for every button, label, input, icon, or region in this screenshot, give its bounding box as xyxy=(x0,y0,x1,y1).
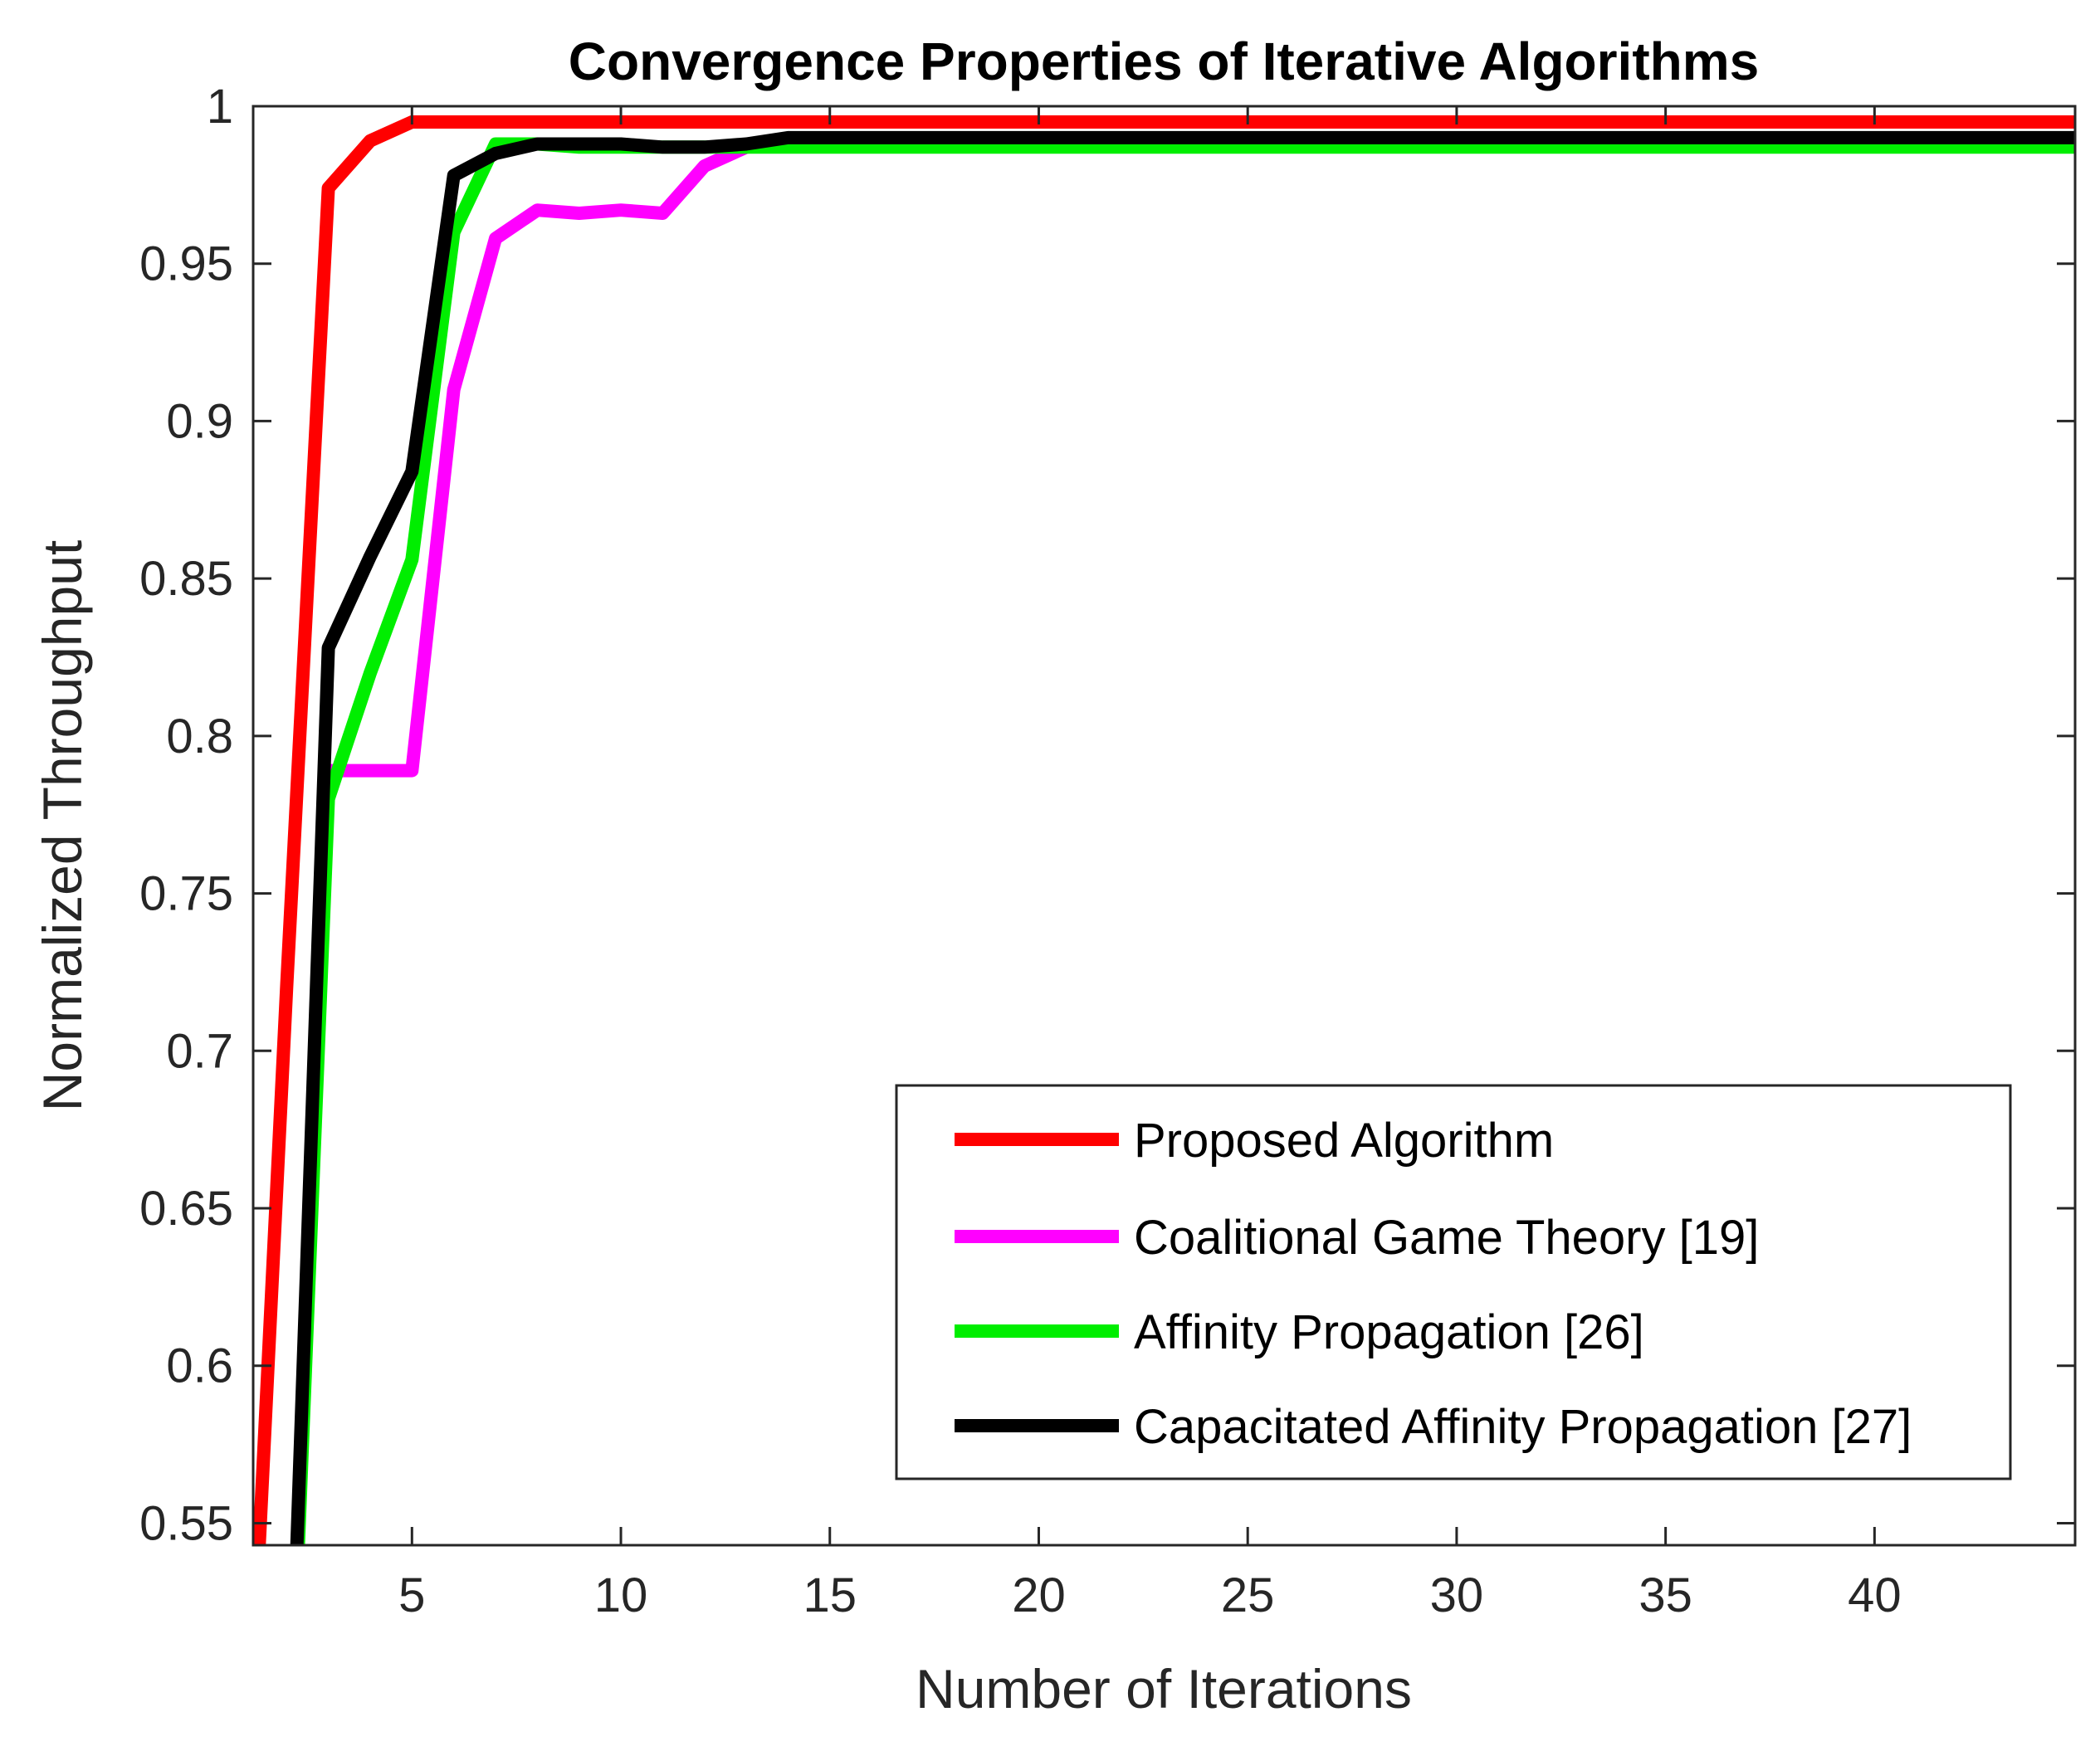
y-tick-label: 0.75 xyxy=(139,867,233,921)
y-tick-label: 0.8 xyxy=(166,710,233,763)
y-tick-label: 0.65 xyxy=(139,1182,233,1236)
legend-box xyxy=(895,1084,2012,1480)
y-tick-label: 1 xyxy=(207,80,233,134)
y-tick-label: 0.55 xyxy=(139,1496,233,1550)
legend-label-affinity: Affinity Propagation [26] xyxy=(1134,1305,1644,1359)
tick-layer: 5 10 15 20 25 30 35 40 0.55 0.6 0.65 0.7 0.75 0.8 0.85… xyxy=(139,80,2075,1622)
x-tick-label: 30 xyxy=(1430,1568,1484,1622)
legend-label-coalitional: Coalitional Game Theory [19] xyxy=(1134,1211,1759,1265)
y-tick-label: 0.7 xyxy=(166,1024,233,1078)
x-tick-label: 20 xyxy=(1012,1568,1066,1622)
series-layer xyxy=(253,115,2075,1545)
series-line-1 xyxy=(253,115,2075,1545)
x-tick-label: 25 xyxy=(1221,1568,1275,1622)
y-tick-label: 0.95 xyxy=(139,237,233,291)
legend-label-proposed: Proposed Algorithm xyxy=(1134,1114,1554,1168)
chart-title: Convergence Properties of Iterative Algo… xyxy=(569,32,1759,91)
x-tick-label: 5 xyxy=(398,1568,425,1622)
legend-item-capacitated: Capacitated Affinity Propagation [27] xyxy=(955,1400,1912,1454)
legend-item-affinity: Affinity Propagation [26] xyxy=(955,1305,1644,1359)
legend-item-coalitional: Coalitional Game Theory [19] xyxy=(955,1211,1759,1265)
series-line-4 xyxy=(290,130,2075,1545)
x-axis-label: Number of Iterations xyxy=(916,1658,1412,1719)
legend-label-capacitated: Capacitated Affinity Propagation [27] xyxy=(1134,1400,1912,1454)
legend: Proposed Algorithm Coalitional Game Theo… xyxy=(895,1084,2012,1480)
x-tick-label: 40 xyxy=(1848,1568,1902,1622)
y-tick-label: 0.85 xyxy=(139,552,233,606)
y-tick-label: 0.9 xyxy=(166,394,233,448)
axes-frame xyxy=(252,105,2077,1547)
y-tick-label: 0.6 xyxy=(166,1339,233,1393)
x-tick-label: 10 xyxy=(594,1568,648,1622)
x-tick-label: 35 xyxy=(1638,1568,1692,1622)
x-tick-label: 15 xyxy=(803,1568,857,1622)
y-axis-label: Normalized Throughput xyxy=(32,540,93,1112)
legend-item-proposed: Proposed Algorithm xyxy=(955,1114,1554,1168)
